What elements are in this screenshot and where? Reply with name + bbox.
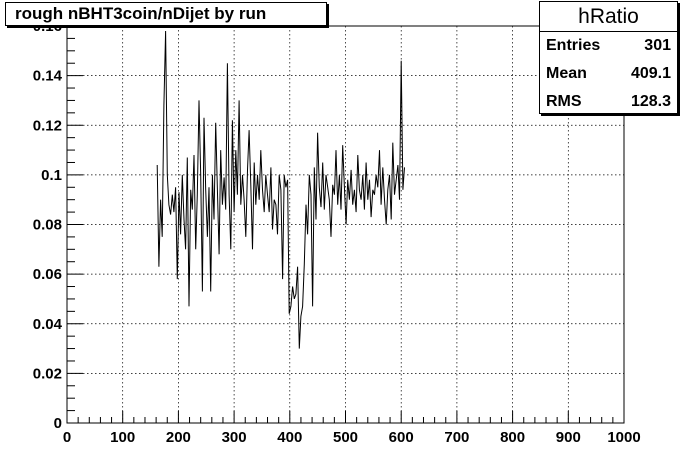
- stats-name: hRatio: [540, 2, 677, 32]
- stat-row-mean: Mean 409.1: [540, 60, 677, 88]
- y-tick-label: 0.06: [33, 266, 62, 283]
- stat-value: 409.1: [630, 65, 671, 82]
- x-tick-label: 900: [556, 429, 581, 446]
- x-tick-label: 0: [63, 429, 71, 446]
- x-tick-label: 500: [333, 429, 358, 446]
- x-tick-label: 1000: [607, 429, 640, 446]
- y-tick-label: 0: [54, 415, 62, 432]
- stat-row-entries: Entries 301: [540, 32, 677, 60]
- y-tick-label: 0.1: [41, 167, 62, 184]
- y-tick-label: 0.04: [33, 316, 63, 333]
- y-tick-label: 0.12: [33, 117, 62, 134]
- x-tick-label: 800: [500, 429, 525, 446]
- stat-label: Mean: [546, 65, 587, 82]
- y-tick-label: 0.02: [33, 365, 62, 382]
- histogram-title: rough nBHT3coin/nDijet by run: [5, 2, 327, 26]
- stat-row-rms: RMS 128.3: [540, 88, 677, 116]
- data-series: [156, 30, 405, 349]
- x-tick-label: 300: [222, 429, 247, 446]
- x-tick-label: 200: [166, 429, 191, 446]
- x-tick-label: 700: [444, 429, 469, 446]
- x-tick-label: 100: [110, 429, 135, 446]
- stat-label: Entries: [546, 37, 601, 54]
- series-line: [156, 30, 405, 349]
- y-tick-label: 0.14: [33, 68, 63, 85]
- x-tick-label: 400: [277, 429, 302, 446]
- axes: 0 100 200 300 400 500 600 700 800 900 1000 0 0.02 0.0…: [33, 18, 641, 446]
- stat-label: RMS: [546, 93, 582, 110]
- stat-value: 128.3: [630, 93, 671, 110]
- y-tick-label: 0.08: [33, 217, 62, 234]
- stats-box: hRatio Entries 301 Mean 409.1 RMS 128.3: [539, 1, 678, 114]
- x-tick-label: 600: [389, 429, 414, 446]
- stat-value: 301: [644, 37, 671, 54]
